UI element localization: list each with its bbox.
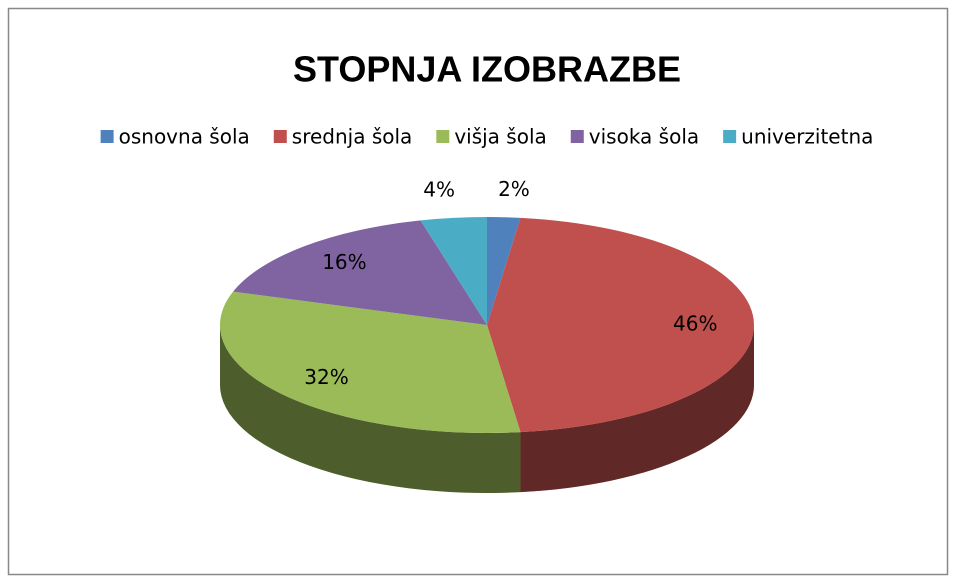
legend-swatch — [100, 130, 114, 143]
legend-swatch — [436, 130, 450, 143]
pie-slice — [487, 217, 754, 433]
legend-label: višja šola — [454, 125, 546, 149]
legend-label: visoka šola — [589, 125, 699, 149]
legend-swatch — [723, 130, 737, 143]
chart-title: STOPNJA IZOBRAZBE — [293, 49, 681, 90]
pie-slice — [233, 220, 487, 325]
legend-label: srednja šola — [292, 125, 413, 149]
legend-swatch — [570, 130, 584, 143]
data-label: 4% — [423, 178, 455, 202]
pie-slice — [420, 217, 487, 325]
legend-swatch — [273, 130, 287, 143]
data-label: 2% — [498, 177, 530, 201]
pie-slice — [220, 291, 521, 433]
data-label: 32% — [304, 365, 348, 389]
legend-label: osnovna šola — [119, 125, 250, 149]
pie-slice — [487, 217, 521, 325]
data-label: 46% — [673, 312, 717, 336]
data-label: 16% — [322, 250, 366, 274]
legend-label: univerzitetna — [741, 125, 873, 149]
pie-side-shade — [220, 325, 521, 493]
pie-side-shade — [520, 325, 754, 493]
